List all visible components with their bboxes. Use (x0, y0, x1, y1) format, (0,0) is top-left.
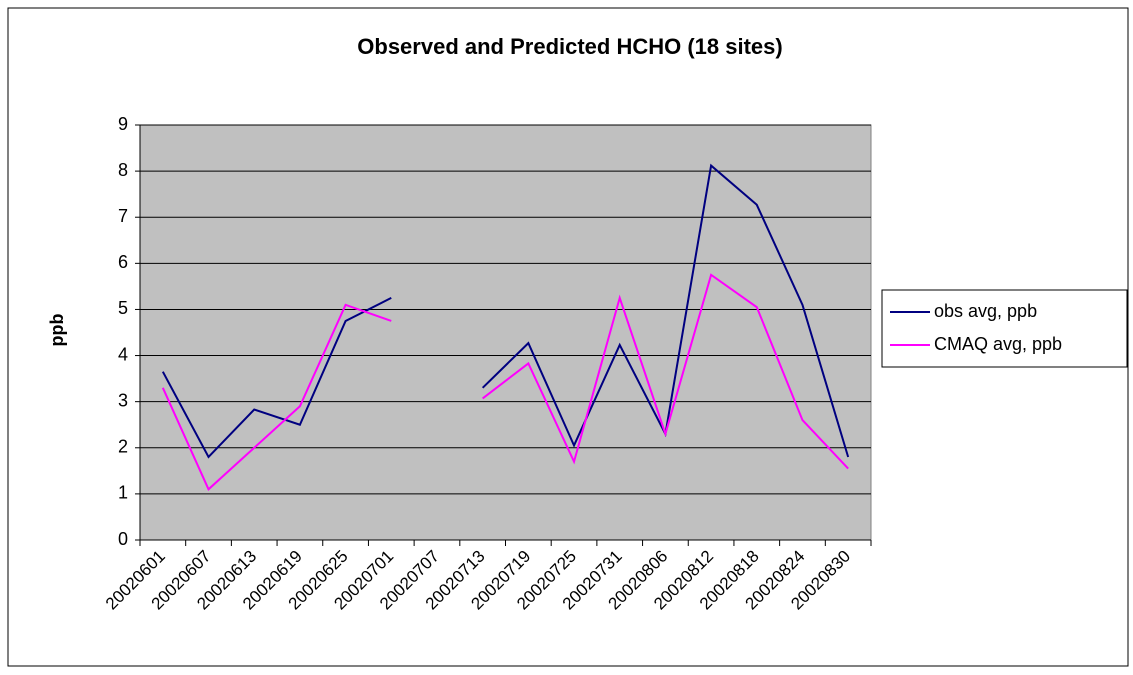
chart-title: Observed and Predicted HCHO (18 sites) (357, 34, 782, 59)
y-axis-label: ppb (47, 314, 67, 347)
legend-box (881, 289, 1128, 368)
y-tick-label: 8 (118, 160, 128, 180)
series-line (161, 273, 849, 491)
legend-label: CMAQ avg, ppb (934, 334, 1062, 354)
y-tick-label: 6 (118, 252, 128, 272)
plot-area (139, 124, 872, 541)
y-tick-label: 7 (118, 206, 128, 226)
y-tick-label: 1 (118, 483, 128, 503)
y-tick-label: 3 (118, 390, 128, 410)
y-tick-label: 2 (118, 437, 128, 457)
y-tick-label: 4 (118, 344, 128, 364)
y-tick-label: 5 (118, 298, 128, 318)
legend-label: obs avg, ppb (934, 301, 1037, 321)
y-tick-label: 0 (118, 529, 128, 549)
y-tick-label: 9 (118, 114, 128, 134)
